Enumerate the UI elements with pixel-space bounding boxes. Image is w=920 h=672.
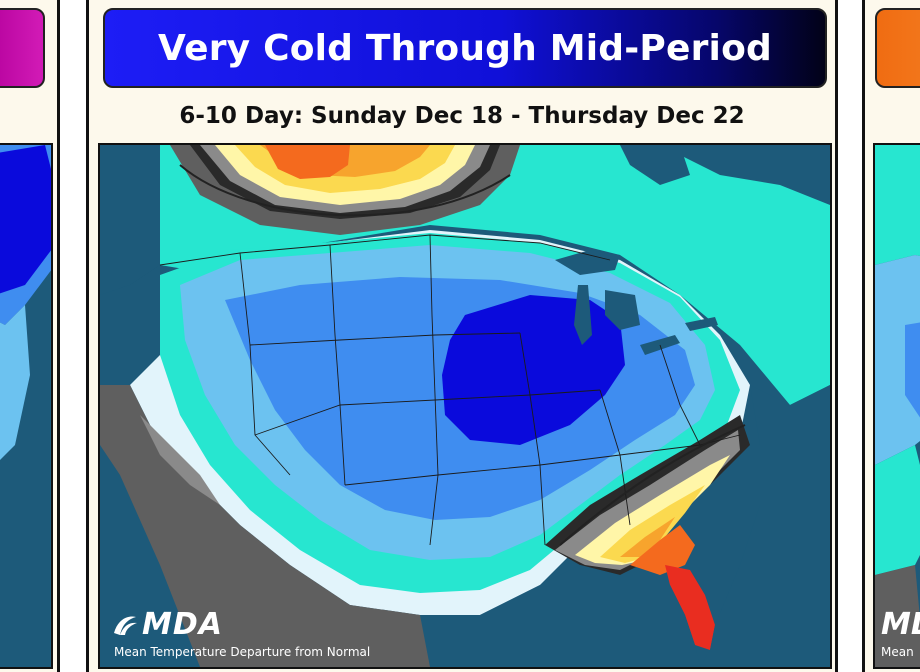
lake-ontario <box>685 317 718 331</box>
se-warmer <box>620 517 675 557</box>
pacific-north <box>100 145 160 295</box>
sw-neutral-band <box>140 415 220 505</box>
right-mda-logo: MDA <box>881 607 920 642</box>
logo-text: MDA <box>142 607 223 642</box>
logo-swoosh-icon <box>114 616 137 635</box>
forecast-panel: Very Cold Through Mid-Period 6-10 Day: S… <box>86 0 838 672</box>
hudson-bay <box>620 145 690 185</box>
title-banner: Very Cold Through Mid-Period <box>103 8 827 88</box>
mda-logo: MDA <box>112 607 223 642</box>
forecast-date-range: 6-10 Day: Sunday Dec 18 - Thursday Dec 2… <box>179 103 745 129</box>
map-graphic <box>100 145 830 667</box>
gulf-of-mexico <box>430 565 700 667</box>
forecast-title: Very Cold Through Mid-Period <box>158 27 772 69</box>
right-map-caption: Mean <box>881 645 914 659</box>
lake-superior <box>555 250 620 275</box>
temperature-departure-map: MDA Mean Temperature Departure from Norm… <box>98 143 832 669</box>
pacific-ocean <box>100 265 160 385</box>
north-hot-core <box>265 145 350 179</box>
mexico-land <box>100 385 430 667</box>
right-banner <box>875 8 920 88</box>
lake-huron <box>605 290 640 330</box>
florida-very-hot <box>665 565 715 650</box>
se-hot <box>630 525 695 575</box>
right-partial-panel: MDA Mean <box>862 0 920 672</box>
left-banner <box>0 8 45 88</box>
se-slightly-warm <box>575 455 730 565</box>
right-map-partial: MDA Mean <box>873 143 920 669</box>
left-partial-panel <box>0 0 60 672</box>
right-map-graphic <box>875 145 920 667</box>
map-caption: Mean Temperature Departure from Normal <box>114 645 371 659</box>
left-map-partial <box>0 143 53 669</box>
boundary-lines <box>159 234 741 546</box>
left-map-graphic <box>0 145 51 667</box>
se-warm <box>600 485 705 563</box>
lake-michigan <box>574 285 592 345</box>
contour-lines <box>179 164 746 546</box>
atlantic-ocean <box>700 385 830 667</box>
